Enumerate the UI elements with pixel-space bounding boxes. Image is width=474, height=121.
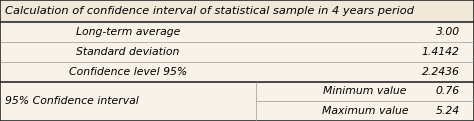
Text: 0.76: 0.76 (436, 86, 460, 96)
Text: Minimum value: Minimum value (323, 86, 407, 96)
Text: 3.00: 3.00 (436, 27, 460, 37)
Bar (0, 0, 474, 22)
Bar (0, 22, 474, 121)
Text: 95% Confidence interval: 95% Confidence interval (5, 96, 138, 106)
Text: Calculation of confidence interval of statistical sample in 4 years period: Calculation of confidence interval of st… (5, 6, 414, 16)
Text: 2.2436: 2.2436 (422, 67, 460, 77)
Text: Maximum value: Maximum value (322, 106, 408, 116)
Text: Standard deviation: Standard deviation (76, 47, 180, 57)
Text: Long-term average: Long-term average (76, 27, 180, 37)
Text: 5.24: 5.24 (436, 106, 460, 116)
Text: 1.4142: 1.4142 (422, 47, 460, 57)
Text: Confidence level 95%: Confidence level 95% (69, 67, 187, 77)
